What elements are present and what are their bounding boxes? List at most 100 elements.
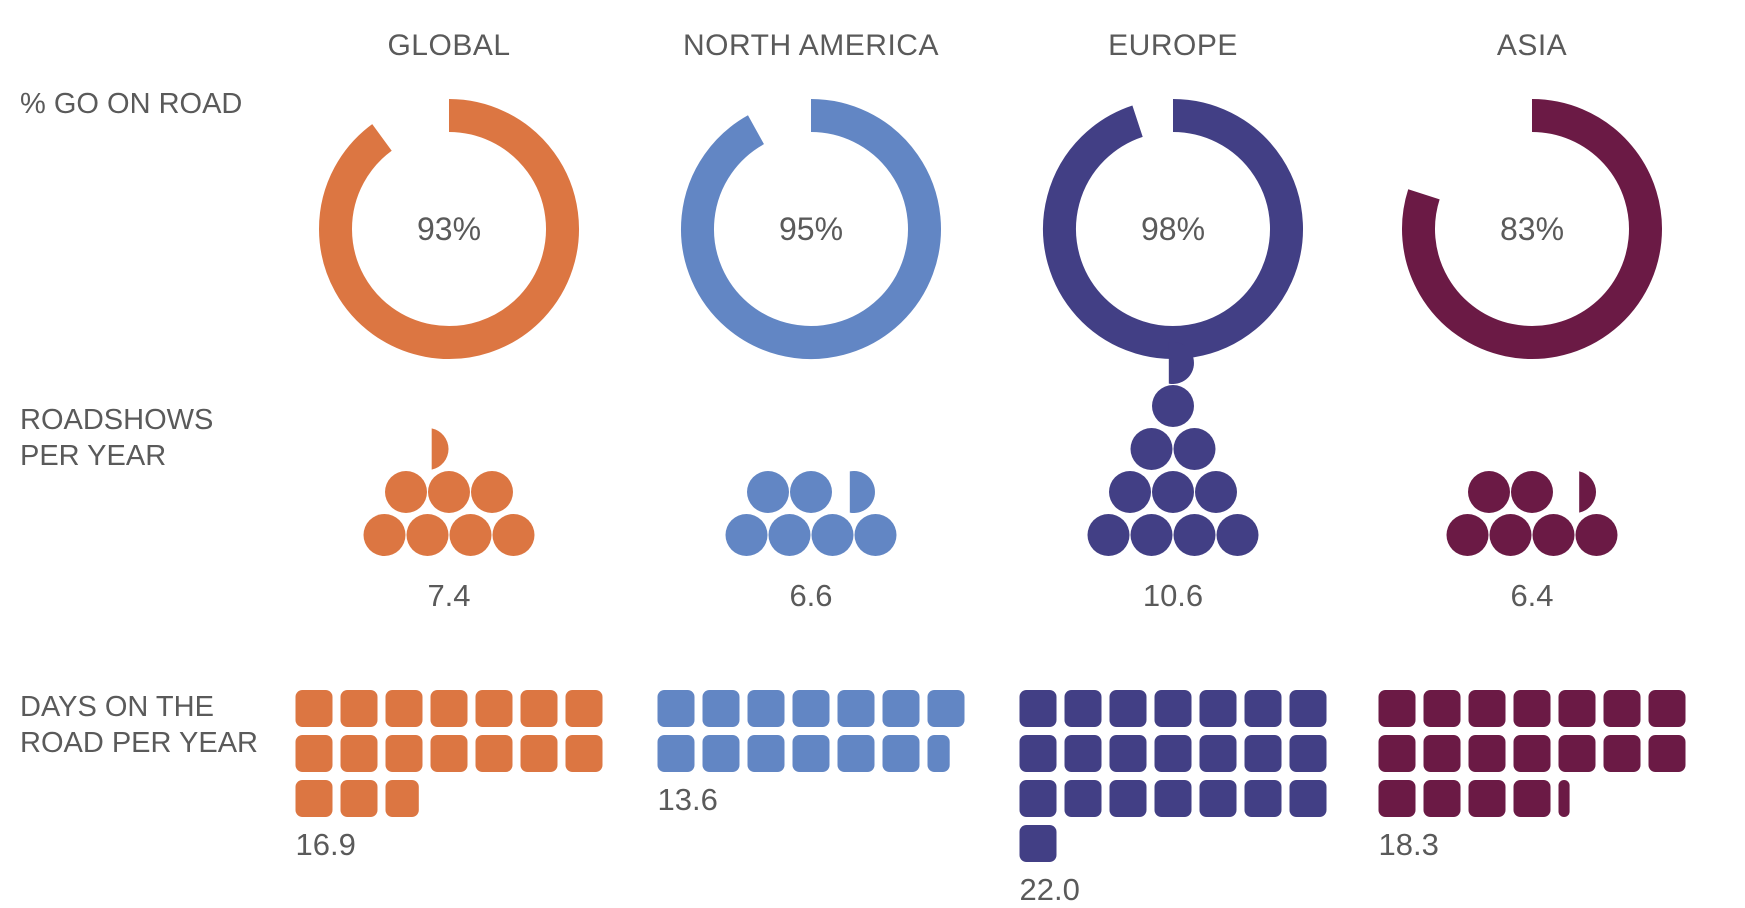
day-square-global-13: [520, 735, 558, 772]
day-square-asia-10: [1468, 735, 1506, 772]
days-value-north-america: 13.6: [658, 782, 718, 817]
day-square-asia-8: [1378, 735, 1416, 772]
roadshow-bubble-europe-8: [1130, 428, 1173, 470]
roadshow-bubble-north-america-6: [790, 471, 832, 513]
roadshow-bubble-global-1: [363, 514, 406, 556]
donut-arc-asia: [1402, 99, 1662, 359]
day-square-europe-1: [1019, 690, 1057, 727]
day-square-global-1: [295, 690, 333, 727]
donut-value-north-america: 95%: [779, 211, 843, 247]
day-square-europe-5: [1199, 690, 1237, 727]
days-value-asia: 18.3: [1379, 827, 1439, 862]
day-square-asia-17: [1468, 780, 1506, 817]
day-square-north-america-8: [657, 735, 695, 772]
chart-marks: 93% 7.4 16.9 95% 6.6 13.6 98% 10.6 22.0 83% 6.4 18.…: [295, 99, 1686, 907]
day-square-europe-14: [1289, 735, 1327, 772]
roadshow-value-global: 7.4: [427, 578, 470, 613]
roadshow-bubble-global-7: [471, 471, 513, 513]
roadshow-bubble-global-2: [406, 514, 449, 556]
day-square-europe-4: [1154, 690, 1192, 727]
row-label-days-line2: ROAD PER YEAR: [20, 727, 258, 759]
donut-value-europe: 98%: [1141, 211, 1205, 247]
day-square-asia-15: [1378, 780, 1416, 817]
day-square-north-america-1: [657, 690, 695, 727]
roadshow-bubble-asia-2: [1489, 514, 1532, 556]
day-square-partial-asia: [1558, 780, 1570, 817]
day-square-north-america-2: [702, 690, 740, 727]
region-title-asia: ASIA: [1497, 29, 1567, 62]
day-square-global-8: [295, 735, 333, 772]
roadshow-bubble-north-america-4: [854, 514, 897, 556]
day-square-europe-17: [1109, 780, 1147, 817]
day-square-asia-13: [1603, 735, 1641, 772]
day-square-global-16: [340, 780, 378, 817]
day-square-global-5: [475, 690, 513, 727]
roadshow-bubble-europe-2: [1130, 514, 1173, 556]
day-square-europe-7: [1289, 690, 1327, 727]
day-square-europe-19: [1199, 780, 1237, 817]
roadshow-bubble-global-6: [428, 471, 470, 513]
day-square-global-10: [385, 735, 423, 772]
roadshow-bubble-north-america-3: [811, 514, 854, 556]
roadshow-bubble-north-america-5: [747, 471, 789, 513]
day-square-north-america-12: [837, 735, 875, 772]
day-square-north-america-13: [882, 735, 920, 772]
day-square-asia-14: [1648, 735, 1686, 772]
day-square-europe-15: [1019, 780, 1057, 817]
donut-arc-europe: [1043, 99, 1303, 359]
donut-arc-north-america: [681, 99, 941, 359]
day-square-asia-5: [1558, 690, 1596, 727]
day-square-asia-9: [1423, 735, 1461, 772]
day-square-asia-3: [1468, 690, 1506, 727]
roadshow-bubble-north-america-2: [768, 514, 811, 556]
roadshow-bubble-europe-10: [1152, 385, 1194, 427]
day-square-asia-2: [1423, 690, 1461, 727]
roadshow-bubble-asia-5: [1468, 471, 1510, 513]
row-label-go-on-road: % GO ON ROAD: [20, 88, 242, 120]
donut-value-global: 93%: [417, 211, 481, 247]
roadshow-bubble-global-5: [385, 471, 427, 513]
roadshow-bubble-partial-global: [431, 428, 449, 470]
region-title-global: GLOBAL: [387, 29, 510, 62]
day-square-europe-16: [1064, 780, 1102, 817]
day-square-north-america-5: [837, 690, 875, 727]
day-square-north-america-3: [747, 690, 785, 727]
day-square-global-12: [475, 735, 513, 772]
roadshow-bubble-global-3: [449, 514, 492, 556]
day-square-partial-north-america: [927, 735, 950, 772]
day-square-global-7: [565, 690, 603, 727]
roadshow-value-asia: 6.4: [1510, 578, 1553, 613]
roadshow-bubble-europe-4: [1216, 514, 1259, 556]
day-square-global-2: [340, 690, 378, 727]
day-square-europe-9: [1064, 735, 1102, 772]
day-square-europe-13: [1244, 735, 1282, 772]
day-square-europe-8: [1019, 735, 1057, 772]
roadshow-bubble-asia-6: [1511, 471, 1553, 513]
donut-arc-global: [319, 99, 579, 359]
roadshow-bubble-asia-3: [1532, 514, 1575, 556]
day-square-north-america-11: [792, 735, 830, 772]
day-square-europe-3: [1109, 690, 1147, 727]
day-square-partial-global: [385, 780, 419, 817]
region-title-north-america: NORTH AMERICA: [683, 29, 939, 62]
day-square-global-4: [430, 690, 468, 727]
roadshow-bubble-europe-9: [1173, 428, 1216, 470]
day-square-asia-18: [1513, 780, 1551, 817]
day-square-europe-6: [1244, 690, 1282, 727]
roadshow-bubble-asia-4: [1575, 514, 1618, 556]
row-label-roadshows-line1: ROADSHOWS: [20, 404, 213, 436]
roadshow-value-europe: 10.6: [1143, 578, 1203, 613]
roadshow-bubble-europe-3: [1173, 514, 1216, 556]
day-square-europe-10: [1109, 735, 1147, 772]
roadshow-bubble-north-america-1: [725, 514, 768, 556]
roadshow-value-north-america: 6.6: [789, 578, 832, 613]
roadshow-bubble-europe-6: [1152, 471, 1194, 513]
day-square-asia-4: [1513, 690, 1551, 727]
day-square-global-3: [385, 690, 423, 727]
day-square-north-america-6: [882, 690, 920, 727]
day-square-north-america-4: [792, 690, 830, 727]
roadshow-bubble-partial-asia: [1579, 471, 1597, 513]
days-value-europe: 22.0: [1020, 872, 1080, 907]
